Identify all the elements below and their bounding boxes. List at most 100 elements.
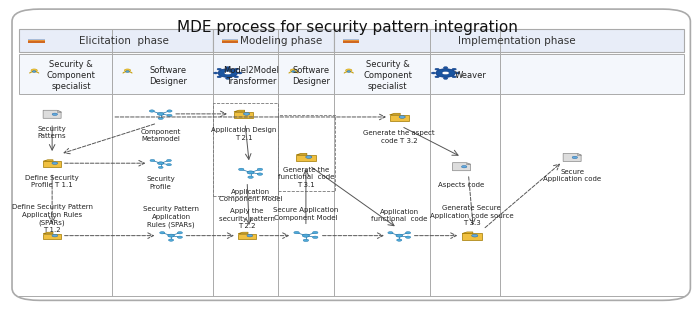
Circle shape	[347, 71, 350, 72]
Circle shape	[217, 76, 221, 78]
Circle shape	[158, 166, 163, 169]
Polygon shape	[466, 163, 470, 164]
Circle shape	[214, 72, 218, 74]
Circle shape	[443, 77, 447, 79]
Bar	[28, 41, 45, 43]
Circle shape	[126, 71, 129, 72]
Circle shape	[294, 231, 299, 234]
Text: Model2Model
Transformer: Model2Model Transformer	[223, 66, 279, 86]
Circle shape	[313, 231, 318, 234]
Polygon shape	[563, 153, 581, 161]
Circle shape	[235, 76, 239, 78]
Circle shape	[257, 168, 262, 171]
Bar	[343, 41, 359, 43]
Polygon shape	[452, 163, 470, 171]
Text: Elicitation  phase: Elicitation phase	[79, 36, 169, 46]
Circle shape	[442, 72, 450, 75]
Polygon shape	[462, 232, 473, 234]
Text: Apply the
security pattern
T 2.2: Apply the security pattern T 2.2	[219, 208, 275, 229]
Polygon shape	[234, 112, 253, 118]
Circle shape	[472, 234, 478, 237]
Text: Application Design
T 2.1: Application Design T 2.1	[211, 127, 276, 141]
Circle shape	[244, 113, 250, 115]
Bar	[279, 115, 335, 191]
Bar	[19, 29, 213, 52]
Bar	[334, 54, 431, 94]
Polygon shape	[43, 234, 61, 239]
Polygon shape	[57, 110, 61, 112]
Circle shape	[218, 69, 237, 77]
Circle shape	[443, 67, 447, 68]
Circle shape	[177, 232, 182, 234]
Circle shape	[167, 160, 172, 162]
Circle shape	[436, 69, 455, 77]
Text: Application
Component Model: Application Component Model	[219, 189, 282, 202]
Circle shape	[167, 164, 172, 166]
Bar	[334, 29, 684, 52]
Text: Application
functional  code: Application functional code	[371, 209, 427, 222]
Text: Generate Secure
Application code source
T 3.3: Generate Secure Application code source …	[430, 205, 514, 226]
Text: Security Pattern
Application
Rules (SPARs): Security Pattern Application Rules (SPAR…	[143, 207, 199, 228]
Circle shape	[160, 232, 165, 234]
Text: Modeling phase: Modeling phase	[240, 36, 322, 46]
Bar	[343, 40, 359, 41]
Bar	[19, 54, 112, 94]
Circle shape	[431, 72, 436, 74]
Text: Weaver: Weaver	[454, 71, 487, 80]
Circle shape	[292, 71, 295, 72]
Bar	[279, 54, 334, 94]
Circle shape	[235, 68, 239, 70]
Bar	[343, 39, 359, 40]
Circle shape	[224, 72, 232, 75]
Polygon shape	[462, 234, 482, 239]
Circle shape	[461, 165, 467, 168]
Circle shape	[306, 156, 312, 158]
Polygon shape	[43, 232, 53, 234]
Text: Security
Patterns: Security Patterns	[38, 126, 66, 139]
Polygon shape	[43, 160, 53, 161]
Circle shape	[452, 68, 456, 70]
Circle shape	[346, 69, 352, 72]
Text: Security &
Component
specialist: Security & Component specialist	[363, 60, 412, 91]
Polygon shape	[389, 113, 400, 115]
Text: Component
Metamodel: Component Metamodel	[140, 129, 181, 142]
Bar	[213, 103, 279, 196]
Bar	[28, 40, 45, 41]
Circle shape	[124, 69, 131, 72]
Text: Generate the
functional  code
T 3.1: Generate the functional code T 3.1	[278, 167, 334, 188]
Bar	[500, 54, 684, 94]
Circle shape	[52, 113, 57, 115]
Text: Secure
Application code: Secure Application code	[543, 169, 601, 182]
Circle shape	[435, 68, 439, 70]
Polygon shape	[296, 155, 315, 161]
Circle shape	[168, 239, 174, 241]
Circle shape	[158, 112, 164, 115]
Circle shape	[313, 236, 318, 239]
Circle shape	[290, 69, 297, 72]
Text: Define Security
Profile T 1.1: Define Security Profile T 1.1	[25, 175, 79, 188]
Text: Software
Designer: Software Designer	[292, 66, 330, 86]
Circle shape	[168, 234, 174, 237]
Circle shape	[248, 176, 253, 179]
Text: Generate the aspect
code T 3.2: Generate the aspect code T 3.2	[364, 130, 435, 144]
Polygon shape	[238, 234, 256, 239]
FancyBboxPatch shape	[12, 9, 690, 300]
Circle shape	[225, 77, 230, 79]
Polygon shape	[43, 110, 61, 118]
Circle shape	[52, 234, 58, 237]
Polygon shape	[577, 153, 581, 155]
Circle shape	[177, 236, 182, 238]
Circle shape	[52, 162, 58, 165]
Bar	[28, 39, 45, 40]
Text: Aspects code: Aspects code	[438, 182, 484, 188]
Circle shape	[302, 234, 309, 237]
Circle shape	[456, 72, 460, 74]
Bar	[221, 39, 238, 40]
Circle shape	[435, 76, 439, 78]
Circle shape	[247, 171, 254, 174]
Text: Implementation phase: Implementation phase	[459, 36, 576, 46]
Text: MDE process for security pattern integration: MDE process for security pattern integra…	[177, 20, 518, 35]
Text: Define Security Pattern
Application Rules
(SPARs)
T 1.2: Define Security Pattern Application Rule…	[12, 204, 93, 233]
Text: Secure Application
Component Model: Secure Application Component Model	[273, 207, 339, 221]
Polygon shape	[43, 161, 61, 167]
